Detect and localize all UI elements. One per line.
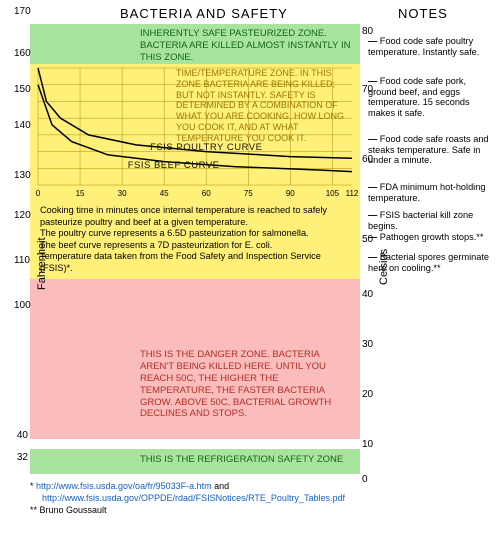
- svg-text:90: 90: [286, 189, 295, 198]
- svg-text:112: 112: [346, 189, 359, 198]
- note-item: — Food code safe poultry temperature. In…: [368, 36, 496, 57]
- svg-text:60: 60: [202, 189, 211, 198]
- svg-text:15: 15: [76, 189, 85, 198]
- fahrenheit-axis-label: Fahrenheit: [36, 237, 48, 290]
- source-link-1[interactable]: http://www.fsis.usda.gov/oa/fr/95033F-a.…: [36, 481, 212, 491]
- svg-text:75: 75: [244, 189, 253, 198]
- source-link-2[interactable]: http://www.fsis.usda.gov/OPPDE/rdad/FSIS…: [42, 493, 345, 503]
- notes-heading: NOTES: [398, 6, 448, 21]
- credit-line: ** Bruno Goussault: [30, 504, 470, 516]
- svg-text:45: 45: [160, 189, 169, 198]
- chart-body: INHERENTLY SAFE PASTEURIZED ZONE. BACTER…: [30, 24, 360, 474]
- main-title: BACTERIA AND SAFETY: [120, 6, 288, 21]
- svg-text:0: 0: [36, 189, 41, 198]
- svg-text:30: 30: [118, 189, 127, 198]
- footnote-and: and: [214, 481, 229, 491]
- svg-text:105: 105: [326, 189, 340, 198]
- note-item: — FSIS bacterial kill zone begins.: [368, 210, 496, 231]
- note-item: — Food code safe pork, ground beef, and …: [368, 76, 496, 118]
- note-item: — Bacterial spores germinate here on coo…: [368, 252, 496, 273]
- note-item: — Pathogen growth stops.**: [368, 232, 496, 243]
- note-item: — FDA minimum hot-holding temperature.: [368, 182, 496, 203]
- note-item: — Food code safe roasts and steaks tempe…: [368, 134, 496, 166]
- footer: * http://www.fsis.usda.gov/oa/fr/95033F-…: [30, 480, 470, 516]
